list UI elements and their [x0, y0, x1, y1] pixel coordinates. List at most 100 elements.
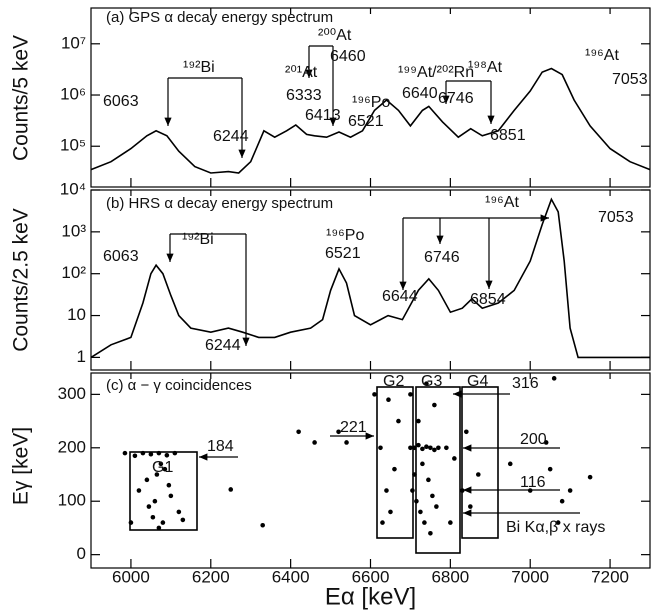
annotation: ²⁰¹At [285, 64, 318, 81]
coincidence-point [378, 445, 383, 451]
group-boxes [129, 386, 499, 554]
coincidence-point [428, 445, 433, 451]
coincidence-point [543, 440, 549, 445]
y-tick-label: 10 [67, 305, 86, 324]
coincidence-point [166, 482, 172, 488]
coincidence-point [527, 488, 533, 493]
annotation: 6851 [490, 127, 526, 144]
annotation: Bi Kα,β x rays [506, 519, 605, 536]
annotation: ¹⁹⁶Po [352, 94, 390, 111]
x-tick-label: 6600 [352, 567, 390, 586]
annotation: ¹⁹⁹At/²⁰²Rn [398, 64, 474, 81]
coincidence-point [416, 418, 421, 424]
coincidence-point [430, 493, 435, 499]
annotation: G1 [152, 459, 173, 476]
coincidence-point [555, 520, 561, 525]
annotation: ²⁰⁰At [318, 27, 352, 44]
coincidence-point [468, 504, 473, 509]
annotation: 6063 [103, 93, 139, 110]
coincidence-point [156, 525, 162, 531]
y-axis-label: Counts/2.5 keV [10, 208, 33, 352]
coincidence-point [476, 472, 481, 477]
annotation: G3 [421, 373, 442, 390]
coincidence-point [380, 520, 385, 525]
coincidence-point [168, 493, 174, 499]
y-tick-label: 10³ [61, 221, 86, 240]
coincidence-point [432, 402, 437, 408]
coincidence-point [154, 472, 160, 477]
annotation: 7053 [598, 209, 634, 226]
coincidence-point [180, 517, 186, 523]
coincidence-point [128, 520, 134, 525]
coincidence-point [507, 461, 513, 467]
coincidence-point [412, 472, 417, 477]
coincidence-point [386, 397, 391, 403]
coincidence-point [384, 488, 389, 493]
coincidence-point [158, 461, 164, 467]
annotation: 6460 [330, 48, 366, 65]
coincidence-point [434, 504, 439, 509]
coincidence-point [420, 446, 425, 452]
coincidence-point [392, 466, 397, 472]
y-tick-label: 10⁵ [60, 136, 86, 155]
coincidence-point [424, 444, 429, 450]
coincidence-point [426, 477, 431, 483]
y-tick-label: 300 [58, 384, 86, 403]
annotation: 6746 [438, 90, 474, 107]
coincidence-point [452, 456, 457, 461]
annotation: 6521 [325, 245, 361, 262]
coincidence-point [408, 392, 413, 397]
coincidence-point [172, 450, 178, 456]
coincidence-point [156, 450, 162, 456]
coincidence-point [547, 466, 553, 472]
annotation: 6063 [103, 248, 139, 265]
x-tick-label: 7200 [591, 567, 629, 586]
annotation: 6746 [424, 249, 460, 266]
y-tick-label: 100 [58, 491, 86, 510]
annotation: G4 [467, 373, 488, 390]
panel-title: (b) HRS α decay energy spectrum [106, 195, 333, 212]
coincidence-point [551, 376, 557, 381]
annotation: 116 [520, 474, 546, 491]
coincidence-point [372, 392, 377, 397]
x-tick-label: 6200 [192, 567, 230, 586]
annotation: 6521 [348, 113, 384, 130]
y-tick-label: 200 [58, 437, 86, 456]
coincidence-point [162, 466, 168, 472]
coincidence-point [416, 442, 421, 448]
coincidence-point [559, 498, 565, 504]
coincidence-point [132, 453, 138, 459]
y-tick-label: 10⁶ [60, 85, 86, 104]
coincidence-point [464, 429, 469, 435]
annotation: 6413 [305, 107, 341, 124]
coincidence-point [144, 477, 150, 483]
coincidence-point [460, 488, 465, 493]
coincidence-point [444, 445, 449, 451]
coincidence-point [432, 447, 437, 453]
annotation: 6244 [213, 128, 249, 145]
panel-title: (c) α − γ coincidences [106, 377, 252, 394]
coincidence-point [122, 450, 128, 456]
coincidence-point [388, 509, 393, 515]
x-tick-label: 6800 [431, 567, 469, 586]
coincidence-point [408, 445, 413, 451]
annotation: 200 [520, 431, 547, 448]
coincidence-point [418, 509, 423, 515]
coincidence-point [260, 522, 265, 528]
coincidence-point [148, 451, 154, 457]
coincidence-point [136, 488, 142, 493]
coincidence-point [396, 418, 401, 424]
coincidence-point [428, 530, 433, 536]
coincidence-point [587, 474, 593, 480]
coincidence-point [150, 514, 156, 520]
coincidence-point [160, 520, 166, 525]
coincidence-point [140, 450, 146, 456]
y-tick-label: 1 [77, 347, 86, 366]
y-tick-label: 10⁴ [60, 179, 86, 198]
coincidence-point [410, 488, 415, 493]
coincidence-point [228, 487, 234, 492]
annotation: 6244 [205, 337, 241, 354]
y-tick-label: 10² [61, 263, 86, 282]
